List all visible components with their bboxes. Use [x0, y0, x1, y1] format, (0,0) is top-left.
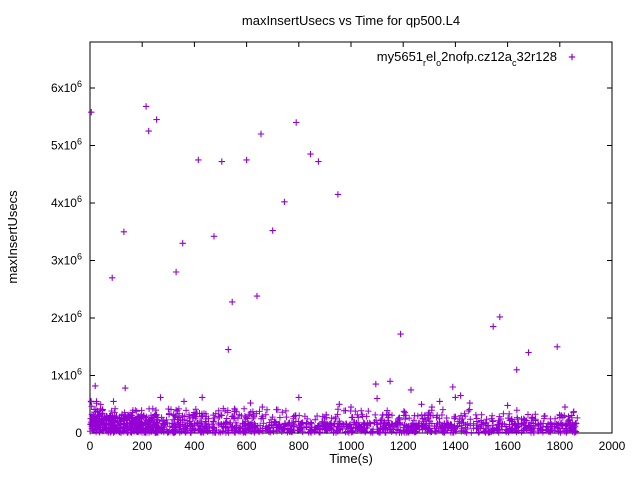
svg-text:1800: 1800: [546, 439, 573, 453]
legend-marker-icon: [568, 53, 576, 61]
svg-text:2x106: 2x106: [51, 309, 82, 325]
svg-text:1x106: 1x106: [51, 367, 82, 383]
data-points-outliers: [88, 103, 569, 413]
svg-text:1600: 1600: [494, 439, 521, 453]
chart-title: maxInsertUsecs vs Time for qp500.L4: [242, 13, 460, 28]
legend-series-label: my5651relo2nofp.cz12ac32r128: [377, 49, 557, 68]
legend: my5651relo2nofp.cz12ac32r128: [377, 49, 576, 68]
svg-text:0: 0: [87, 439, 94, 453]
svg-text:3x106: 3x106: [51, 252, 82, 268]
svg-text:400: 400: [184, 439, 204, 453]
svg-text:0: 0: [75, 426, 82, 440]
y-tick-labels: 0 1x106 2x106 3x106 4x106 5x106 6x106: [51, 79, 82, 440]
svg-text:1400: 1400: [442, 439, 469, 453]
svg-text:5x106: 5x106: [51, 137, 82, 153]
svg-text:200: 200: [132, 439, 152, 453]
x-tick-labels: 0 200 400 600 800 1000 1200 1400 1600 1800 2000: [87, 439, 626, 453]
svg-text:1000: 1000: [338, 439, 365, 453]
y-axis-label: maxInsertUsecs: [5, 190, 20, 284]
axes: [89, 41, 613, 434]
svg-text:1200: 1200: [390, 439, 417, 453]
svg-text:4x106: 4x106: [51, 194, 82, 210]
svg-text:6x106: 6x106: [51, 79, 82, 95]
svg-text:2000: 2000: [599, 439, 626, 453]
x-axis-label: Time(s): [329, 451, 373, 466]
data-points-cluster: [86, 398, 581, 436]
svg-text:800: 800: [289, 439, 309, 453]
svg-text:600: 600: [237, 439, 257, 453]
